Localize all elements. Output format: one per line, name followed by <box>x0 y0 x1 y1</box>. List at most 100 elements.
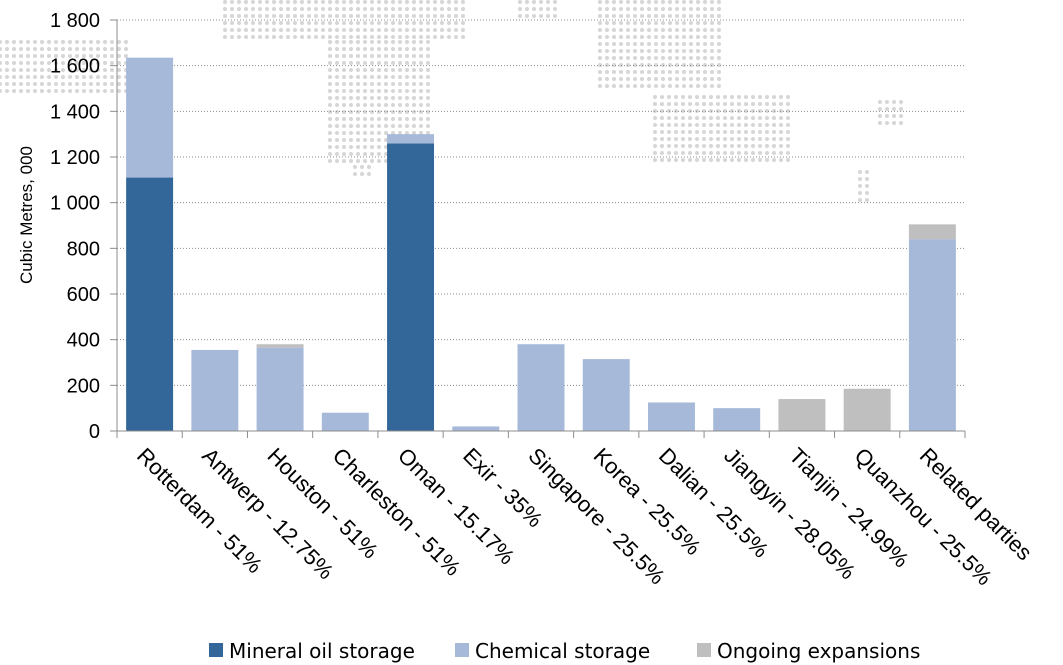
map-dot <box>335 110 339 114</box>
map-dot <box>12 75 16 79</box>
map-dot <box>328 131 332 135</box>
map-dot <box>363 47 367 51</box>
map-dot <box>363 82 367 86</box>
map-dot <box>661 7 665 11</box>
y-tick-label: 1 200 <box>50 147 100 169</box>
map-dot <box>370 159 374 163</box>
map-dot <box>668 63 672 67</box>
map-dot <box>626 77 630 81</box>
map-dot <box>377 145 381 149</box>
map-dot <box>779 151 783 155</box>
map-dot <box>598 35 602 39</box>
y-tick-label: 400 <box>67 330 100 352</box>
map-dot <box>674 151 678 155</box>
map-dot <box>328 117 332 121</box>
map-dot <box>426 35 430 39</box>
map-dot <box>321 35 325 39</box>
map-dot <box>342 14 346 18</box>
map-dot <box>356 96 360 100</box>
map-dot <box>612 84 616 88</box>
map-dot <box>660 109 664 113</box>
map-dot <box>328 47 332 51</box>
map-dot <box>412 35 416 39</box>
map-dot <box>696 21 700 25</box>
map-dot <box>391 89 395 93</box>
map-dot <box>675 7 679 11</box>
map-dot <box>703 63 707 67</box>
map-dot <box>710 21 714 25</box>
map-dot <box>384 159 388 163</box>
map-dot <box>391 61 395 65</box>
map-dot <box>681 123 685 127</box>
map-dot <box>426 110 430 114</box>
map-dot <box>272 7 276 11</box>
x-tick-label: Rotterdam - 51% <box>132 443 267 578</box>
map-dot <box>230 35 234 39</box>
map-dot <box>654 14 658 18</box>
map-dot <box>412 75 416 79</box>
map-dot <box>328 21 332 25</box>
map-dot <box>703 0 707 4</box>
map-dot <box>710 14 714 18</box>
map-dot <box>363 21 367 25</box>
map-dot <box>553 14 557 18</box>
map-dot <box>419 82 423 86</box>
map-dot <box>356 110 360 114</box>
map-dot <box>370 61 374 65</box>
map-dot <box>314 28 318 32</box>
map-dot <box>885 100 889 104</box>
map-dot <box>653 151 657 155</box>
map-dot <box>682 63 686 67</box>
map-dot <box>433 14 437 18</box>
map-dot <box>335 124 339 128</box>
map-dot <box>103 61 107 65</box>
map-dot <box>702 95 706 99</box>
map-dot <box>454 28 458 32</box>
map-dot <box>426 82 430 86</box>
map-dot <box>328 61 332 65</box>
map-dot <box>300 28 304 32</box>
map-dot <box>696 42 700 46</box>
map-dot <box>696 35 700 39</box>
map-dot <box>412 21 416 25</box>
map-dot <box>370 75 374 79</box>
map-dot <box>96 61 100 65</box>
map-dot <box>405 75 409 79</box>
map-dot <box>689 14 693 18</box>
map-dot <box>865 198 869 202</box>
map-dot <box>744 144 748 148</box>
map-dot <box>33 75 37 79</box>
map-dot <box>26 89 30 93</box>
map-dot <box>772 144 776 148</box>
map-dot <box>363 145 367 149</box>
map-dot <box>377 138 381 142</box>
map-dot <box>61 61 65 65</box>
map-dot <box>660 151 664 155</box>
map-dot <box>703 49 707 53</box>
legend-swatch <box>455 643 469 657</box>
map-dot <box>786 130 790 134</box>
map-dot <box>675 77 679 81</box>
bar-segment <box>843 388 891 431</box>
map-dot <box>730 116 734 120</box>
map-dot <box>619 77 623 81</box>
map-dot <box>723 109 727 113</box>
map-dot <box>405 40 409 44</box>
map-dot <box>405 47 409 51</box>
map-dot <box>779 116 783 120</box>
map-dot <box>398 14 402 18</box>
map-dot <box>370 124 374 128</box>
map-dot <box>61 89 65 93</box>
map-dot <box>405 61 409 65</box>
map-dot <box>619 7 623 11</box>
map-dot <box>419 21 423 25</box>
map-dot <box>765 158 769 162</box>
map-dot <box>307 0 311 4</box>
map-dot <box>703 56 707 60</box>
map-dot <box>703 77 707 81</box>
map-dot <box>419 96 423 100</box>
map-dot <box>335 14 339 18</box>
map-dot <box>779 144 783 148</box>
map-dot <box>654 35 658 39</box>
map-dot <box>433 35 437 39</box>
